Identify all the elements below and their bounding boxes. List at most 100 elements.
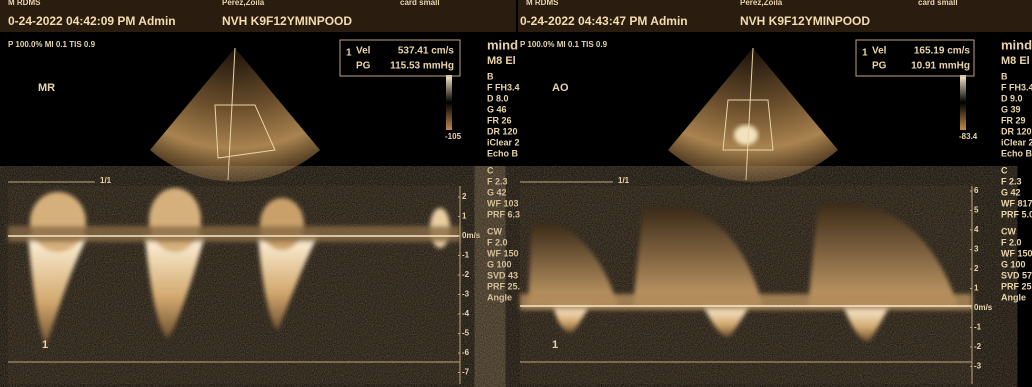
- header-top: card small: [400, 0, 440, 7]
- pg-label: PG: [872, 61, 887, 72]
- measure-box: [855, 39, 975, 77]
- cursor-line: [745, 47, 754, 181]
- model: M8 El: [487, 55, 516, 67]
- frame-counter: 1/1: [618, 176, 630, 185]
- color-bar: [446, 75, 452, 130]
- patient-id: NVH K9F12YMINPOOD: [222, 14, 352, 28]
- param: CW: [487, 226, 502, 236]
- scale-label: -3: [462, 290, 470, 299]
- param: F 2.0: [1001, 237, 1022, 247]
- param: Echo B: [1001, 148, 1032, 158]
- patient-id: NVH K9F12YMINPOOD: [740, 14, 870, 28]
- param: DR 120: [487, 126, 518, 136]
- param: F FH3.4: [487, 82, 520, 92]
- param: D 9.0: [1001, 93, 1023, 103]
- vel-value: 537.41 cm/s: [398, 46, 455, 57]
- scale-label: -1: [462, 251, 470, 260]
- param: iClear 2: [1001, 137, 1032, 147]
- param: F FH3.4: [1001, 82, 1032, 92]
- param: G 46: [487, 104, 507, 114]
- param: FR 26: [487, 115, 512, 125]
- scale-label: -1: [974, 323, 982, 332]
- sector-image: [668, 48, 838, 182]
- cursor-line: [227, 47, 236, 181]
- scale-label: 3: [974, 245, 979, 254]
- vel-value: 165.19 cm/s: [914, 46, 971, 57]
- param: SVD 43: [487, 270, 518, 280]
- scale-label: 1: [462, 212, 467, 221]
- scale-label: 2: [462, 192, 467, 201]
- scale-label: 2: [974, 264, 979, 273]
- header-band: [518, 0, 1032, 32]
- param: G 39: [1001, 104, 1021, 114]
- param: Angle: [487, 292, 512, 302]
- param: WF 817: [1001, 198, 1032, 208]
- param: PRF 25: [1001, 281, 1032, 291]
- param: SVD 57: [1001, 270, 1032, 280]
- param: WF 150: [1001, 248, 1032, 258]
- roi-box: [214, 104, 276, 159]
- param: PRF 25.: [487, 281, 520, 291]
- param: B: [1001, 71, 1008, 81]
- param: WF 103: [487, 198, 519, 208]
- param: C: [487, 165, 494, 175]
- model: M8 El: [1001, 55, 1030, 67]
- param: F 2.3: [487, 176, 508, 186]
- frame-counter: 1/1: [100, 176, 112, 185]
- status: P 100.0% MI 0.1 TIS 0.9: [8, 40, 96, 49]
- color-bar: [960, 75, 966, 130]
- scale-label: 4: [974, 225, 979, 234]
- roi-box: [722, 99, 774, 151]
- param: WF 150: [487, 248, 519, 258]
- pg-value: 115.53 mmHg: [390, 61, 454, 72]
- valve: [734, 125, 758, 145]
- mode-label: MR: [38, 82, 55, 94]
- panel: M RDMS Perez,Zoila card small 0-24-2022 04:…: [0, 0, 520, 384]
- param: G 100: [487, 259, 512, 269]
- spectrum: [8, 188, 460, 345]
- spectrum: [520, 202, 972, 341]
- scale-label: 0m/s: [974, 303, 993, 312]
- scale-label: -4: [462, 309, 470, 318]
- scale-label: 6: [974, 186, 979, 195]
- pg-value: 10.91 mmHg: [911, 61, 970, 72]
- param: G 42: [487, 187, 507, 197]
- param: D 8.0: [487, 93, 509, 103]
- scale-label: -5: [462, 329, 470, 338]
- param: Echo B: [487, 148, 519, 158]
- param: G 42: [1001, 187, 1021, 197]
- param: FR 29: [1001, 115, 1026, 125]
- param: C: [1001, 165, 1008, 175]
- header-top: M RDMS: [8, 0, 41, 7]
- scale-label: 5: [974, 206, 979, 215]
- header-band: [0, 0, 516, 32]
- scale-label: -3: [974, 362, 982, 371]
- brand: mind: [1001, 37, 1032, 52]
- param: B: [487, 71, 494, 81]
- scale-label: 1: [974, 284, 979, 293]
- param: G 100: [1001, 259, 1026, 269]
- header-top: card small: [918, 0, 958, 7]
- sector-image: [150, 48, 320, 182]
- datetime: 0-24-2022 04:43:47 PM Admin: [520, 14, 688, 28]
- brand: mind: [487, 37, 518, 52]
- header-top: M RDMS: [526, 0, 559, 7]
- header-top: Perez,Zoila: [222, 0, 265, 7]
- param: PRF 6.3: [487, 209, 520, 219]
- scale-label: -7: [462, 368, 470, 377]
- param: PRF 5.0: [1001, 209, 1032, 219]
- param: F 2.0: [487, 237, 508, 247]
- datetime: 0-24-2022 04:42:09 PM Admin: [8, 14, 176, 28]
- scale-label: 0m/s: [462, 231, 481, 240]
- param: DR 120: [1001, 126, 1032, 136]
- scale-label: -2: [974, 342, 982, 351]
- header-top: Perez,Zoila: [740, 0, 783, 7]
- measure-box: [339, 39, 461, 77]
- param: Angle: [1001, 292, 1026, 302]
- mode-label: AO: [552, 82, 569, 94]
- vel-label: Vel: [356, 46, 371, 57]
- pg-label: PG: [356, 61, 371, 72]
- color-min: -83.4: [959, 132, 978, 141]
- param: iClear 2: [487, 137, 520, 147]
